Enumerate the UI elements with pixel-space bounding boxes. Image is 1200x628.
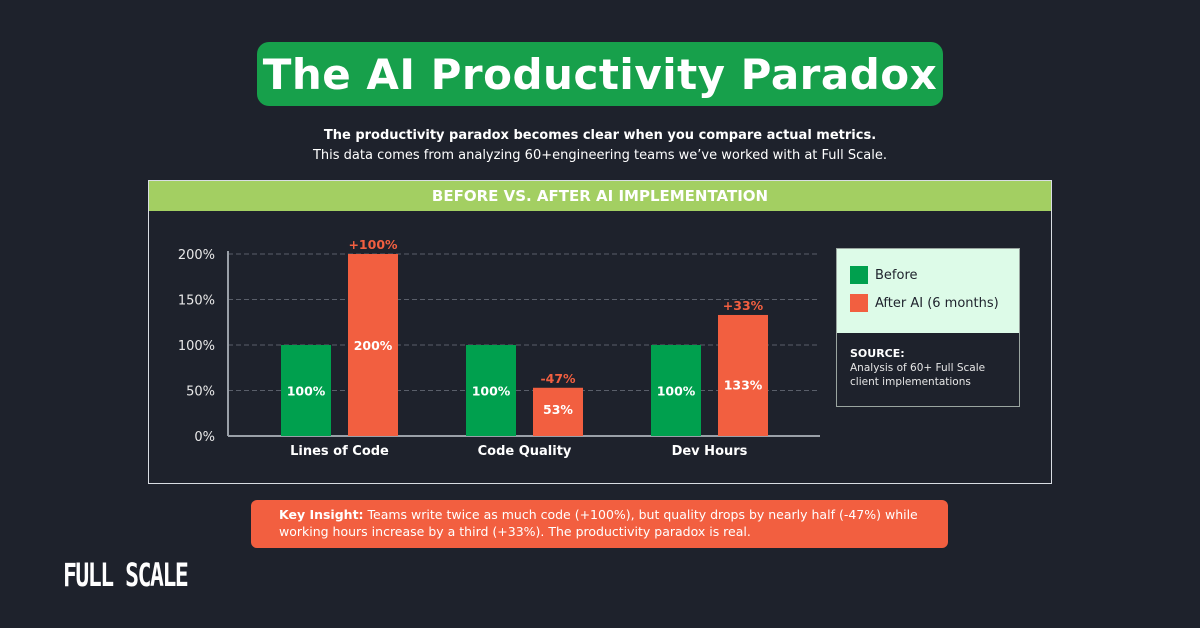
x-category-label: Code Quality <box>478 444 572 459</box>
legend: Before After AI (6 months) SOURCE: Analys… <box>836 248 1020 407</box>
change-label: +100% <box>348 237 398 252</box>
change-label: +33% <box>723 298 764 313</box>
insight-text: Teams write twice as much code (+100%), … <box>279 507 918 539</box>
legend-item-before: Before <box>850 266 1006 284</box>
bar-before <box>651 345 701 436</box>
bar-value-label: 200% <box>354 338 393 353</box>
panel-header: BEFORE VS. AFTER AI IMPLEMENTATION <box>149 181 1051 211</box>
bar-value-label: 100% <box>287 384 326 399</box>
chart-panel: BEFORE VS. AFTER AI IMPLEMENTATION <box>148 180 1052 484</box>
x-category-label: Dev Hours <box>672 444 748 459</box>
insight-label: Key Insight: <box>279 507 364 522</box>
source-text: Analysis of 60+ Full Scale client implem… <box>850 362 986 388</box>
bar-value-label: 100% <box>657 384 696 399</box>
legend-swatch <box>850 294 868 312</box>
y-tick-label: 200% <box>178 248 215 263</box>
key-insight: Key Insight: Teams write twice as much c… <box>251 500 948 548</box>
subtitle: This data comes from analyzing 60+engine… <box>312 148 888 163</box>
legend-label: After AI (6 months) <box>875 295 999 311</box>
legend-label: Before <box>875 267 918 283</box>
bar-after <box>718 314 768 436</box>
legend-swatch <box>850 266 868 284</box>
x-category-label: Lines of Code <box>290 444 389 459</box>
bar-after <box>533 387 583 436</box>
bar-before <box>466 345 516 436</box>
source-label: SOURCE: <box>850 347 905 360</box>
legend-item-after: After AI (6 months) <box>850 294 1006 312</box>
bar-value-label: 100% <box>472 384 511 399</box>
page-title: The AI Productivity Paradox <box>257 42 943 106</box>
y-tick-label: 0% <box>194 430 215 445</box>
change-label: -47% <box>540 371 576 386</box>
full-scale-logo: FULL SCALE <box>63 556 189 594</box>
y-tick-label: 50% <box>186 385 215 400</box>
bar-before <box>281 345 331 436</box>
bar-after <box>348 254 398 436</box>
bar-value-label: 133% <box>724 377 763 392</box>
bar-value-label: 53% <box>543 402 573 417</box>
y-tick-label: 150% <box>178 294 215 309</box>
y-tick-label: 100% <box>178 339 215 354</box>
subtitle-bold: The productivity paradox becomes clear w… <box>323 128 877 143</box>
